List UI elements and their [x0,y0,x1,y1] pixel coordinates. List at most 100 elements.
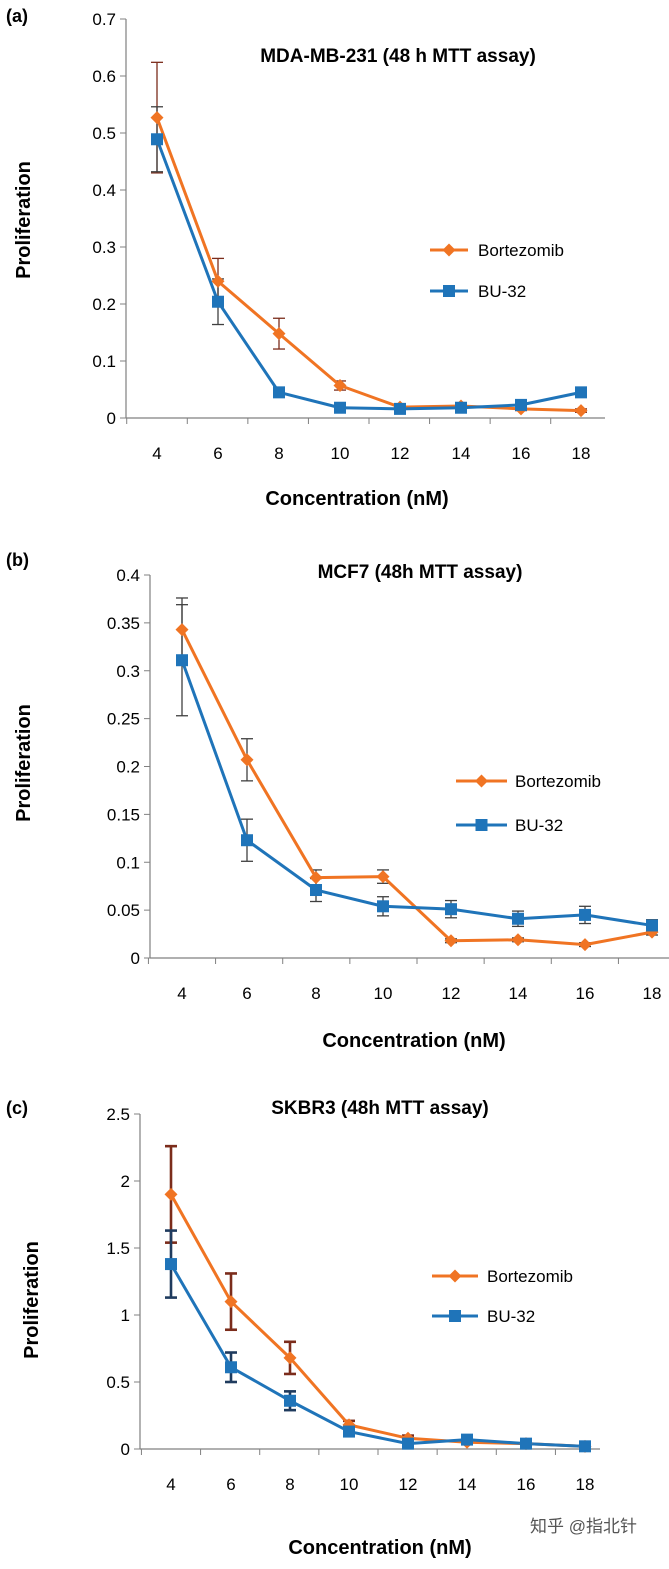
data-point-bu-32 [334,401,346,414]
chart-title: MCF7 (48h MTT assay) [318,562,523,583]
legend-marker-bortezomib [442,243,456,257]
data-point-bu-32 [579,908,591,921]
data-point-bu-32 [165,1258,177,1271]
y-tick-label: 0 [121,1440,130,1459]
data-point-bortezomib [574,404,588,418]
legend: Bortezomib BU-32 [456,772,601,835]
data-point-bu-32 [212,295,224,308]
x-tick-label: 14 [509,984,528,1003]
error-bars [151,61,587,413]
data-point-bortezomib [333,379,347,393]
x-tick-label: 8 [285,1475,294,1494]
legend-marker-bortezomib [448,1269,462,1283]
data-point-bortezomib [150,111,164,125]
x-tick-label: 8 [274,444,283,463]
data-point-bu-32 [176,654,188,667]
axis-ticks: 0 0.1 0.2 0.3 0.4 0.5 0.6 0.7 4 6 8 10 12 14 16 18 [92,10,605,463]
data-point-bu-32 [520,1437,532,1450]
y-tick-label: 2 [121,1172,130,1191]
x-tick-label: 14 [458,1475,477,1494]
x-tick-label: 12 [391,444,410,463]
y-tick-label: 0.6 [92,67,116,86]
legend-marker-bortezomib [475,774,488,788]
data-point-bu-32 [273,386,285,399]
chart-title: SKBR3 (48h MTT assay) [271,1098,489,1119]
x-tick-label: 16 [576,984,595,1003]
x-tick-label: 6 [242,984,251,1003]
x-tick-label: 8 [311,984,320,1003]
legend: Bortezomib BU-32 [430,241,564,301]
axis-ticks: 0 0.05 0.1 0.15 0.2 0.25 0.3 0.35 0.4 4 6 8 10 12 14 16… [107,566,669,1003]
data-point-bu-32 [515,398,527,411]
x-axis-title: Concentration (nM) [265,488,448,510]
y-tick-label: 1 [121,1306,130,1325]
data-point-bortezomib [272,327,286,341]
y-tick-label: 0.25 [107,710,140,729]
y-tick-label: 0.4 [116,566,140,585]
panel-label: (b) [6,550,29,570]
chart-title: MDA-MB-231 (48 h MTT assay) [260,46,536,67]
series-lines [169,1193,586,1448]
series-markers [175,623,659,952]
legend-label-bortezomib: Bortezomib [478,241,564,260]
watermark-text: 知乎 @指北针 [530,1517,637,1536]
data-point-bu-32 [241,834,253,847]
y-axis-title: Proliferation [13,704,35,822]
data-point-bortezomib [511,933,525,947]
x-tick-label: 6 [213,444,222,463]
x-tick-label: 16 [517,1475,536,1494]
data-point-bortezomib [175,623,189,637]
legend-marker-bu-32 [449,1310,461,1322]
series-line-bu-32 [155,138,582,411]
data-point-bu-32 [579,1440,591,1453]
x-axis-title: Concentration (nM) [322,1030,505,1052]
data-point-bu-32 [512,912,524,925]
x-tick-label: 18 [643,984,662,1003]
data-point-bu-32 [151,133,163,146]
x-tick-label: 4 [152,444,161,463]
data-point-bu-32 [402,1437,414,1450]
data-point-bu-32 [377,900,389,913]
y-tick-label: 0.7 [92,10,116,29]
y-tick-label: 2.5 [106,1105,130,1124]
data-point-bu-32 [225,1361,237,1374]
panel-label: (a) [6,6,28,26]
legend-marker-bu-32 [443,285,455,297]
y-tick-label: 0 [131,949,140,968]
legend-label-bortezomib: Bortezomib [515,772,601,791]
y-tick-label: 0.5 [92,124,116,143]
y-tick-label: 0.15 [107,805,140,824]
y-tick-label: 0.3 [116,662,140,681]
series-markers [164,1187,592,1453]
legend: Bortezomib BU-32 [432,1267,573,1326]
panel-c: (c) SKBR3 (48h MTT assay) Concentration … [6,1098,600,1559]
series-line-bu-32 [180,659,653,927]
series-line-bu-32 [169,1263,586,1448]
legend-marker-bu-32 [475,819,488,831]
x-tick-label: 10 [340,1475,359,1494]
y-tick-label: 0.1 [116,853,140,872]
series-lines [180,628,653,947]
data-point-bortezomib [309,871,323,885]
data-point-bu-32 [445,903,457,916]
data-point-bortezomib [444,934,458,948]
data-point-bu-32 [394,402,406,415]
legend-label-bortezomib: Bortezomib [487,1267,573,1286]
panel-label: (c) [6,1098,28,1118]
x-tick-label: 4 [177,984,186,1003]
y-tick-label: 0.2 [116,758,140,777]
series-lines [155,117,582,413]
data-point-bortezomib [164,1187,178,1201]
legend-label-bu-32: BU-32 [478,282,526,301]
series-line-bortezomib [155,117,582,413]
y-axis-title: Proliferation [21,1241,43,1359]
x-axis-title: Concentration (nM) [288,1537,471,1559]
data-point-bortezomib [211,274,225,288]
x-tick-label: 12 [442,984,461,1003]
y-tick-label: 0.05 [107,901,140,920]
data-point-bu-32 [284,1394,296,1407]
data-point-bu-32 [310,884,322,897]
y-tick-label: 0.1 [92,352,116,371]
x-tick-label: 4 [166,1475,175,1494]
